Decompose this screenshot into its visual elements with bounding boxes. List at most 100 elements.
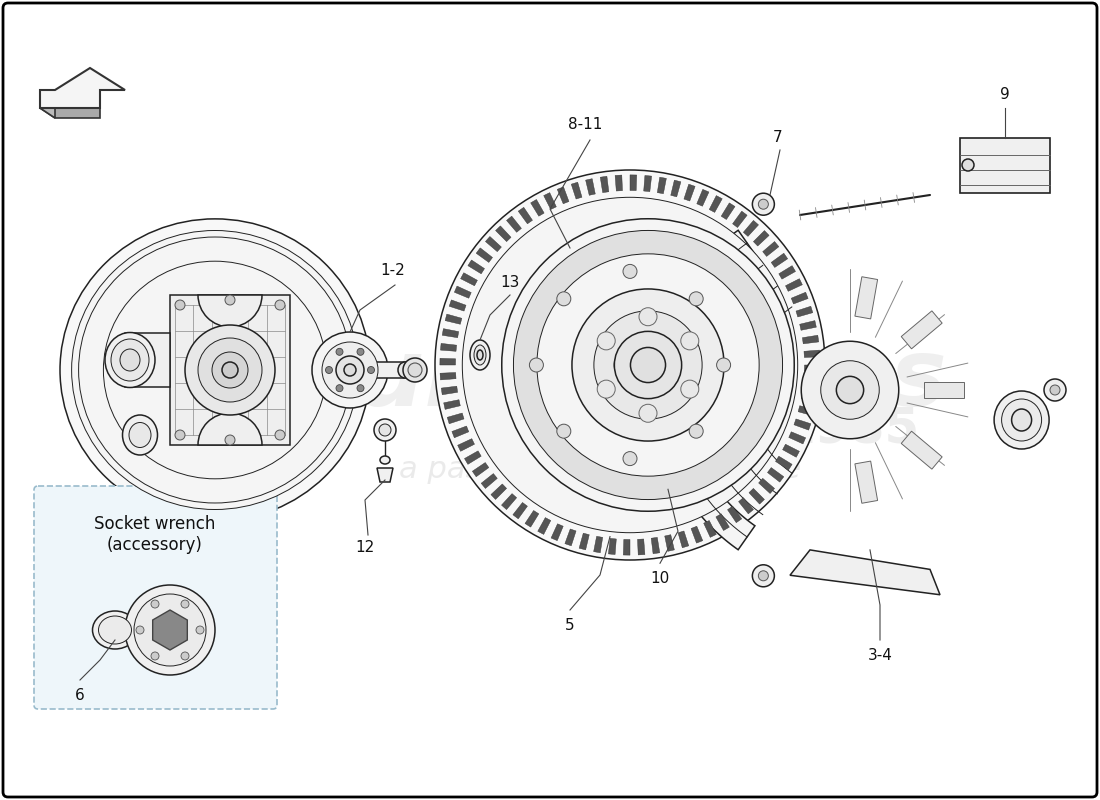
- Polygon shape: [901, 311, 943, 349]
- Polygon shape: [802, 335, 818, 344]
- Polygon shape: [744, 221, 759, 236]
- Polygon shape: [754, 230, 769, 246]
- Polygon shape: [491, 484, 507, 499]
- Ellipse shape: [60, 219, 370, 521]
- Circle shape: [639, 308, 657, 326]
- Circle shape: [681, 380, 698, 398]
- Polygon shape: [789, 432, 805, 444]
- Polygon shape: [658, 178, 667, 194]
- Polygon shape: [615, 175, 623, 191]
- Bar: [960, 138, 1050, 193]
- Polygon shape: [803, 378, 820, 386]
- Polygon shape: [654, 230, 755, 550]
- Polygon shape: [776, 456, 792, 470]
- Polygon shape: [40, 90, 55, 118]
- Polygon shape: [558, 187, 569, 204]
- Text: 1985: 1985: [780, 406, 920, 454]
- Ellipse shape: [99, 616, 132, 644]
- Circle shape: [358, 385, 364, 392]
- Text: 5: 5: [565, 618, 575, 633]
- Polygon shape: [710, 195, 723, 212]
- Polygon shape: [464, 451, 481, 464]
- Circle shape: [367, 366, 374, 374]
- Polygon shape: [664, 534, 674, 551]
- Circle shape: [212, 352, 248, 388]
- Circle shape: [403, 358, 427, 382]
- Wedge shape: [198, 295, 262, 327]
- Ellipse shape: [752, 194, 774, 215]
- Circle shape: [182, 600, 189, 608]
- Polygon shape: [630, 175, 637, 190]
- Polygon shape: [170, 295, 290, 445]
- Text: 12: 12: [355, 540, 375, 555]
- Circle shape: [630, 347, 666, 382]
- Circle shape: [557, 424, 571, 438]
- Polygon shape: [525, 510, 539, 527]
- Polygon shape: [799, 406, 815, 416]
- Circle shape: [690, 292, 703, 306]
- Polygon shape: [153, 610, 187, 650]
- Circle shape: [275, 430, 285, 440]
- Polygon shape: [452, 426, 469, 438]
- Circle shape: [196, 626, 204, 634]
- Polygon shape: [454, 286, 471, 298]
- Ellipse shape: [72, 230, 359, 510]
- Polygon shape: [481, 474, 497, 489]
- Polygon shape: [624, 539, 630, 555]
- Text: 1-2: 1-2: [381, 263, 406, 278]
- Circle shape: [136, 626, 144, 634]
- Ellipse shape: [1012, 409, 1032, 431]
- Circle shape: [575, 310, 684, 419]
- Circle shape: [758, 570, 769, 581]
- Circle shape: [312, 332, 388, 408]
- Circle shape: [125, 585, 214, 675]
- Polygon shape: [461, 273, 477, 286]
- Polygon shape: [651, 538, 660, 554]
- Wedge shape: [198, 413, 262, 445]
- Polygon shape: [601, 176, 608, 193]
- Polygon shape: [502, 494, 517, 510]
- Circle shape: [358, 348, 364, 355]
- FancyBboxPatch shape: [34, 486, 277, 709]
- Text: 8-11: 8-11: [568, 117, 602, 132]
- Polygon shape: [538, 518, 551, 534]
- Ellipse shape: [104, 333, 155, 387]
- Circle shape: [594, 311, 702, 419]
- Circle shape: [344, 364, 356, 376]
- Polygon shape: [472, 462, 488, 477]
- Polygon shape: [40, 108, 100, 118]
- Polygon shape: [571, 182, 582, 199]
- Polygon shape: [443, 400, 460, 410]
- Circle shape: [275, 300, 285, 310]
- Circle shape: [198, 338, 262, 402]
- Text: 9: 9: [1000, 87, 1010, 102]
- Polygon shape: [377, 468, 393, 482]
- Circle shape: [434, 170, 825, 560]
- Ellipse shape: [1044, 379, 1066, 401]
- Polygon shape: [518, 207, 532, 224]
- Circle shape: [572, 289, 724, 441]
- Polygon shape: [608, 538, 616, 554]
- Circle shape: [374, 419, 396, 441]
- Circle shape: [962, 159, 974, 171]
- Polygon shape: [901, 431, 943, 469]
- Circle shape: [462, 198, 798, 533]
- Ellipse shape: [752, 565, 774, 586]
- Circle shape: [801, 342, 899, 438]
- Circle shape: [623, 451, 637, 466]
- Polygon shape: [442, 329, 459, 338]
- Ellipse shape: [120, 349, 140, 371]
- Ellipse shape: [122, 415, 157, 455]
- Polygon shape: [594, 536, 603, 553]
- Polygon shape: [855, 277, 878, 319]
- Text: 3-4: 3-4: [868, 648, 892, 663]
- Polygon shape: [733, 211, 747, 227]
- Polygon shape: [696, 190, 708, 206]
- Circle shape: [222, 362, 238, 378]
- Circle shape: [716, 358, 730, 372]
- Polygon shape: [40, 68, 125, 108]
- FancyBboxPatch shape: [3, 3, 1097, 797]
- Circle shape: [182, 652, 189, 660]
- Polygon shape: [924, 382, 964, 398]
- Polygon shape: [671, 180, 681, 197]
